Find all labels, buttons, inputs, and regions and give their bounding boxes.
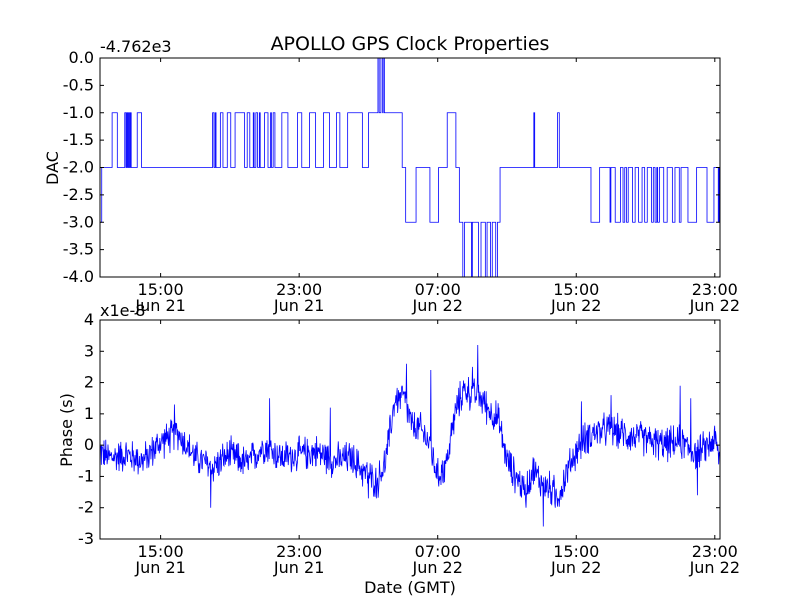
phase-y-tick-label: -3	[78, 529, 94, 548]
dac-x-tick-date: Jun 21	[273, 296, 324, 315]
dac-y-tick-label: -1.5	[63, 130, 94, 149]
phase-plot-area	[100, 320, 720, 539]
dac-y-tick-label: 0.0	[69, 48, 94, 67]
dac-y-axis-label: DAC	[43, 151, 62, 185]
phase-offset-label: x1e-8	[100, 301, 145, 320]
dac-x-tick-date: Jun 22	[411, 296, 462, 315]
dac-x-tick-time: 23:00	[276, 280, 322, 299]
phase-x-tick-date: Jun 22	[550, 558, 601, 577]
dac-x-tick-date: Jun 22	[689, 296, 740, 315]
dac-x-tick-time: 07:00	[415, 280, 461, 299]
phase-x-tick-date: Jun 22	[689, 558, 740, 577]
dac-x-tick-time: 15:00	[138, 280, 184, 299]
phase-y-tick-label: 2	[84, 373, 94, 392]
dac-y-tick-label: -1.0	[63, 103, 94, 122]
phase-x-tick-date: Jun 21	[273, 558, 324, 577]
dac-x-tick-date: Jun 21	[134, 296, 185, 315]
phase-y-tick-label: 0	[84, 435, 94, 454]
phase-x-tick-time: 15:00	[553, 542, 599, 561]
dac-subplot: 0.0 -0.5 -1.0 -1.5 -2.0 -2.5 -3.0 -3.5 -4.0 15:0…	[43, 37, 740, 315]
phase-x-tick-time: 23:00	[692, 542, 738, 561]
dac-y-tick-label: -2.0	[63, 158, 94, 177]
phase-y-tick-label: -2	[78, 498, 94, 517]
phase-axes-frame	[99, 319, 721, 540]
phase-x-tick-date: Jun 22	[411, 558, 462, 577]
dac-y-tick-label: -3.5	[63, 240, 94, 259]
phase-x-tick-date: Jun 21	[134, 558, 185, 577]
dac-y-tick-label: -0.5	[63, 75, 94, 94]
dac-series-line	[100, 58, 720, 277]
x-axis-label: Date (GMT)	[364, 578, 456, 597]
dac-y-ticks: 0.0 -0.5 -1.0 -1.5 -2.0 -2.5 -3.0 -3.5 -4.0	[63, 48, 720, 286]
dac-x-tick-time: 15:00	[553, 280, 599, 299]
dac-x-tick-date: Jun 22	[550, 296, 601, 315]
dac-y-tick-label: -3.0	[63, 212, 94, 231]
phase-y-axis-label: Phase (s)	[57, 393, 76, 467]
phase-x-tick-time: 15:00	[138, 542, 184, 561]
dac-y-tick-label: -2.5	[63, 185, 94, 204]
phase-x-tick-time: 23:00	[276, 542, 322, 561]
phase-y-tick-label: 3	[84, 341, 94, 360]
phase-y-tick-label: 1	[84, 404, 94, 423]
phase-x-tick-time: 07:00	[415, 542, 461, 561]
dac-offset-label: -4.762e3	[100, 37, 172, 56]
chart-title: APOLLO GPS Clock Properties	[271, 33, 550, 55]
phase-y-tick-label: -1	[78, 466, 94, 485]
phase-series-line	[100, 345, 720, 527]
dac-y-tick-label: -4.0	[63, 267, 94, 286]
dac-axes-frame	[99, 57, 721, 278]
dac-x-tick-time: 23:00	[692, 280, 738, 299]
phase-y-tick-label: 4	[84, 310, 94, 329]
phase-y-ticks: 4 3 2 1 0 -1 -2 -3	[78, 310, 720, 548]
